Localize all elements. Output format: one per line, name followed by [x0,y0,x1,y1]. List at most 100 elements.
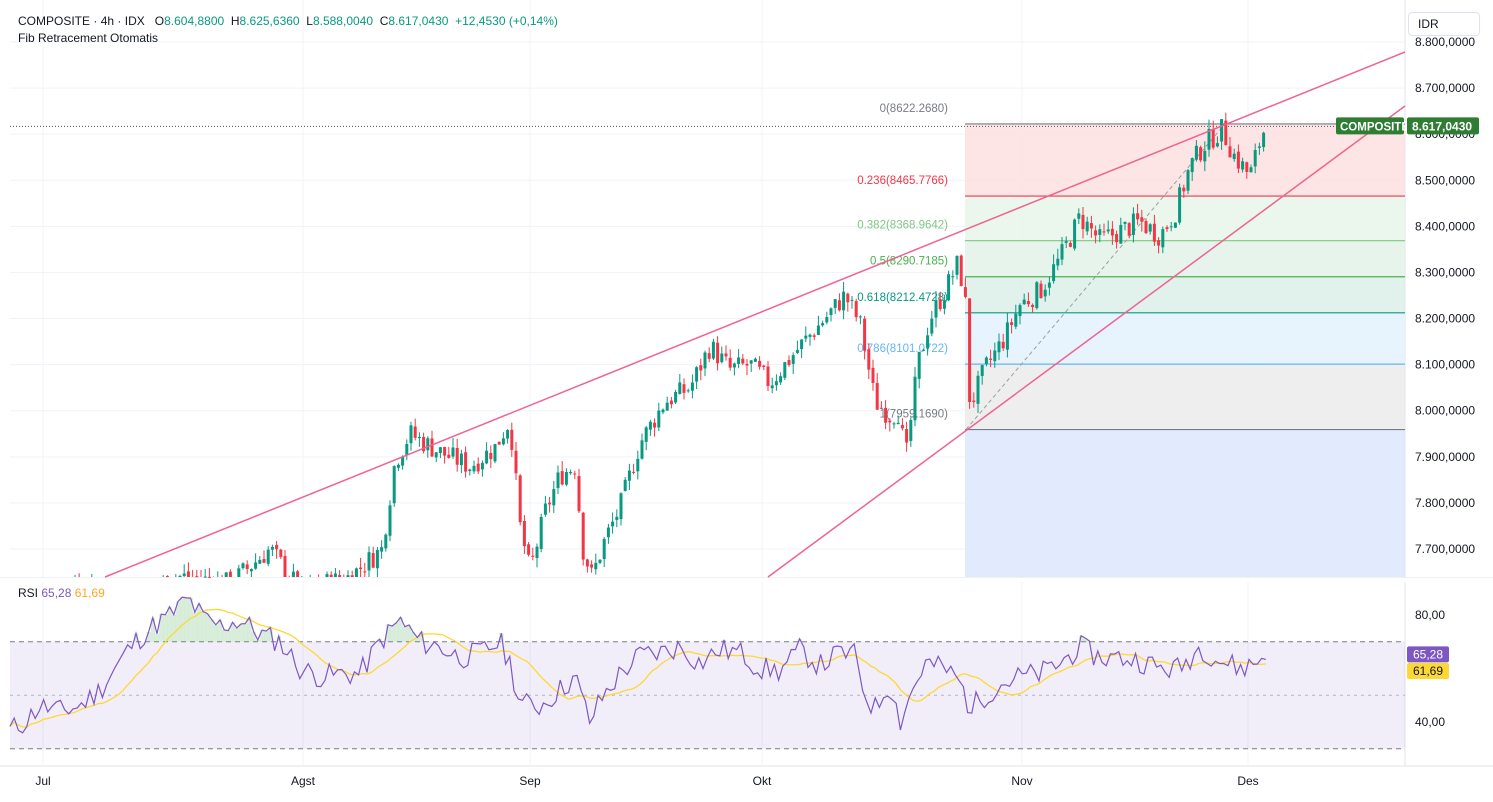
candle-body [720,353,724,363]
candle-body [1161,229,1165,248]
candle-body [1039,283,1043,299]
candle-body [758,360,762,367]
candle-body [711,341,715,359]
candle-body [703,352,707,369]
candle-body [968,298,972,402]
fib-zone [965,364,1405,430]
fib-trend-line [965,123,1226,430]
candle-body [430,438,434,457]
candle-body [207,576,211,578]
candle-body [451,447,455,457]
currency-button[interactable]: IDR [1408,12,1480,36]
candle-body [279,549,283,557]
low-value: 8.588,0040 [312,14,374,28]
interval[interactable]: 4h [100,14,115,28]
candle-body [560,471,564,485]
candle-body [434,452,438,458]
candle-body [338,575,342,577]
candle-body [867,349,871,370]
candle-body [1094,230,1098,236]
candle-body [1035,282,1039,309]
candle-body [1169,226,1173,228]
candle-body [1026,301,1030,305]
candle-body [1262,132,1266,148]
candle-body [1211,128,1215,148]
candle-body [401,456,405,466]
candle-body [833,299,837,308]
time-axis-label: Okt [753,774,772,788]
candle-body [443,446,447,456]
candle-body [581,512,585,560]
symbol-name[interactable]: COMPOSITE [18,14,91,28]
candle-body [1186,170,1190,191]
candle-body [543,503,547,515]
rsi-overbought-fill [406,625,412,642]
candle-body [1047,282,1051,288]
candle-body [480,462,484,470]
rsi-overbought-fill [238,623,244,642]
candle-body [1043,289,1047,297]
candle-body [871,367,875,383]
candle-body [615,516,619,520]
candle-body [1085,221,1089,232]
rsi-overbought-fill [150,617,155,642]
candle-body [770,385,774,389]
rsi-overbought-fill [209,619,214,642]
rsi-overbought-fill [146,631,151,642]
indicator-name[interactable]: Fib Retracement Otomatis [18,31,159,45]
candle-body [497,441,501,445]
candle-body [476,463,480,472]
rsi-overbought-fill [175,601,181,642]
candle-body [329,574,333,577]
candle-body [510,429,514,450]
candle-body [1220,119,1224,142]
candle-body [917,351,921,379]
candle-body [489,452,493,460]
candle-body [619,493,623,520]
candle-body [1073,219,1077,249]
candle-body [409,425,413,444]
candle-body [804,335,808,339]
indicator-legend[interactable]: Fib Retracement Otomatis [18,31,158,45]
candle-body [459,453,463,466]
candle-body [716,342,720,364]
rsi-legend[interactable]: RSI 65,28 61,69 [18,586,105,600]
candle-body [640,440,644,459]
candle-body [485,450,489,464]
candle-body [930,318,934,334]
channel-upper-line [104,51,1406,578]
candle-body [846,293,850,303]
rsi-axis-label: 80,00 [1415,608,1445,622]
candle-body [245,564,249,570]
candle-body [959,255,963,286]
candle-body [1077,213,1081,219]
candle-body [913,376,917,421]
symbol-badge-text: COMPOSITE [1340,121,1409,133]
candle-body [325,574,329,577]
rsi-ma-value: 61,69 [74,586,105,600]
candle-body [501,438,505,445]
rsi-overbought-fill [398,617,403,642]
candle-body [564,472,568,485]
candle-body [909,419,913,441]
candle-body [1190,158,1194,173]
candle-body [464,452,468,472]
candle-body [165,576,169,578]
candle-body [682,384,686,393]
candle-body [296,571,300,577]
time-axis-label: Jul [35,774,50,788]
candle-body [333,573,337,577]
candle-body [1056,258,1060,266]
high-value: 8.625,6360 [239,14,300,28]
rsi-overbought-fill [217,619,223,642]
candle-body [791,355,795,364]
candle-body [1014,313,1018,327]
candle-body [623,479,627,492]
candle-body [816,325,820,336]
candle-body [900,424,904,429]
candle-body [1194,145,1198,160]
candle-body [1005,322,1009,350]
price-axis-label: 8.300,0000 [1415,265,1475,279]
candle-body [699,365,703,371]
